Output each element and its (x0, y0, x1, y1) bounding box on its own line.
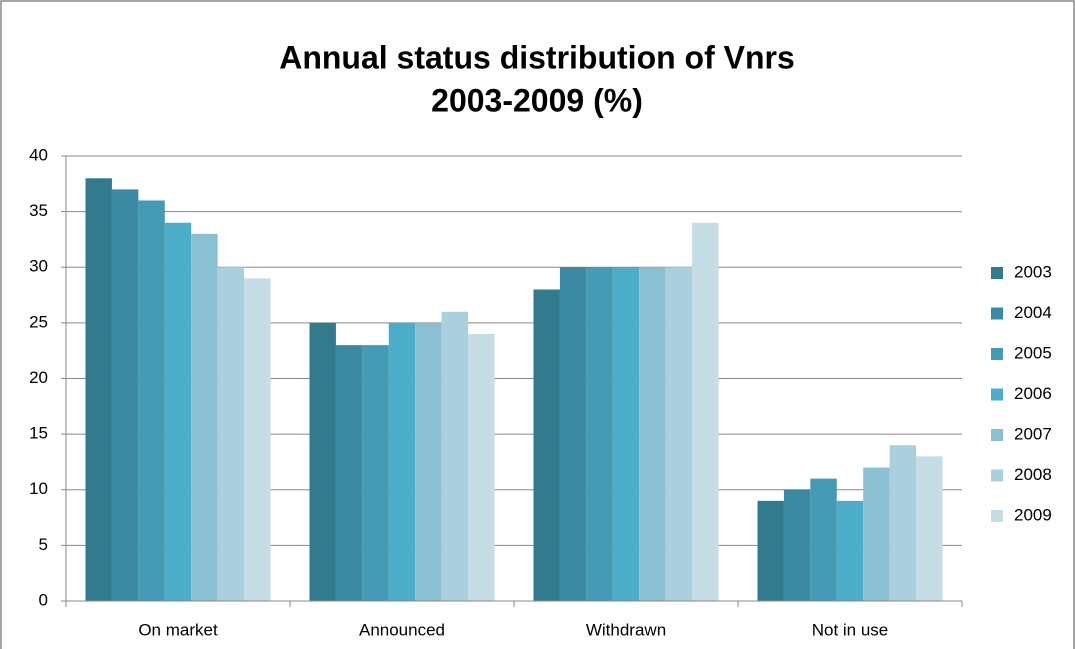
bar (309, 322, 336, 601)
legend-label: 2004 (1014, 303, 1052, 322)
bar (559, 267, 587, 601)
bar (586, 267, 613, 601)
x-tick-label: Withdrawn (586, 620, 666, 639)
legend-label: 2005 (1014, 343, 1052, 362)
bar (665, 267, 693, 601)
bar (863, 467, 890, 601)
y-tick-label: 10 (29, 479, 48, 498)
bar (244, 278, 271, 601)
x-tick-label: Announced (359, 620, 445, 639)
bar (388, 322, 416, 601)
bar (415, 322, 442, 601)
legend-swatch (991, 348, 1003, 360)
bar (810, 478, 837, 601)
bar (783, 489, 811, 601)
bar (217, 267, 245, 601)
bar (191, 233, 218, 601)
bar (468, 334, 495, 601)
x-tick-label: On market (138, 620, 218, 639)
legend-swatch (991, 388, 1003, 401)
bar (441, 311, 469, 601)
bar (612, 267, 640, 601)
legend-swatch (991, 267, 1003, 279)
y-tick-label: 40 (29, 145, 48, 164)
x-tick-label: Not in use (812, 620, 889, 639)
legend-swatch (991, 429, 1003, 441)
y-tick-label: 15 (29, 424, 48, 443)
bar (533, 289, 560, 601)
legend-label: 2003 (1014, 262, 1052, 281)
legend-swatch (991, 307, 1003, 320)
chart-subtitle: 2003-2009 (%) (431, 82, 643, 118)
legend-label: 2008 (1014, 465, 1052, 484)
bar (362, 345, 389, 601)
legend-label: 2009 (1014, 505, 1052, 524)
bar (836, 500, 864, 601)
y-tick-label: 0 (39, 590, 48, 609)
y-tick-label: 30 (29, 257, 48, 276)
bar (164, 222, 192, 601)
bar (889, 445, 917, 601)
legend-swatch (991, 510, 1003, 522)
bar (335, 345, 363, 601)
y-tick-label: 5 (39, 535, 48, 554)
legend-swatch (991, 469, 1003, 482)
y-tick-label: 20 (29, 368, 48, 387)
bar (138, 200, 165, 601)
bar (85, 178, 112, 601)
chart-title: Annual status distribution of Vnrs (279, 39, 795, 75)
bar (639, 267, 666, 601)
bar (692, 222, 719, 601)
legend-label: 2007 (1014, 424, 1052, 443)
legend-label: 2006 (1014, 384, 1052, 403)
bar (916, 456, 943, 601)
y-tick-label: 25 (29, 312, 48, 331)
bar (111, 189, 139, 601)
bar (757, 500, 784, 601)
y-tick-label: 35 (29, 201, 48, 220)
